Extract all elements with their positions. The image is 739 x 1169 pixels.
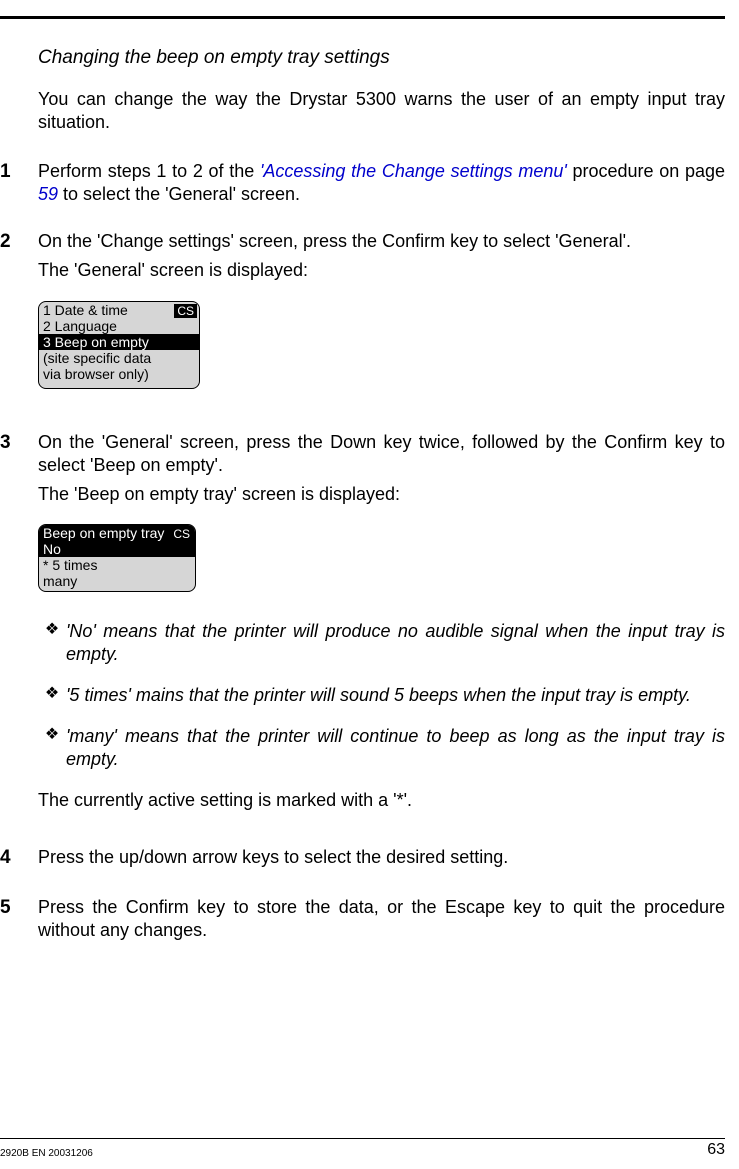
step-1-text-mid: procedure on page <box>567 161 725 181</box>
step-2-text: On the 'Change settings' screen, press t… <box>38 230 725 253</box>
lcd-row: 2 Language <box>39 318 199 334</box>
lcd-row: many <box>39 573 195 589</box>
bullet-item: ❖ '5 times' mains that the printer will … <box>38 684 725 707</box>
step-number: 1 <box>0 160 38 206</box>
section-title: Changing the beep on empty tray settings <box>38 46 725 70</box>
step-body: Press the up/down arrow keys to select t… <box>38 846 725 870</box>
page-number: 63 <box>707 1141 725 1159</box>
lcd-row-selected: 3 Beep on empty <box>39 334 199 350</box>
step-5: 5 Press the Confirm key to store the dat… <box>38 896 725 942</box>
step-body: Perform steps 1 to 2 of the 'Accessing t… <box>38 160 725 206</box>
content-area: Changing the beep on empty tray settings… <box>0 40 725 952</box>
step-1: 1 Perform steps 1 to 2 of the 'Accessing… <box>38 160 725 206</box>
step-body: Press the Confirm key to store the data,… <box>38 896 725 942</box>
step-1-text-pre: Perform steps 1 to 2 of the <box>38 161 260 181</box>
bullet-text: '5 times' mains that the printer will so… <box>66 684 725 707</box>
lcd-badge: CS <box>174 304 197 318</box>
lcd-row-selected: No <box>39 541 195 557</box>
step-3-text: On the 'General' screen, press the Down … <box>38 431 725 477</box>
footer-doc-id: 2920B EN 20031206 <box>0 1148 93 1159</box>
step-3: 3 On the 'General' screen, press the Dow… <box>38 431 725 836</box>
bullet-icon: ❖ <box>38 684 66 707</box>
step-number: 2 <box>0 230 38 410</box>
lcd-row: (site specific data <box>39 350 199 366</box>
bullet-icon: ❖ <box>38 725 66 771</box>
top-rule <box>0 16 725 19</box>
bullet-item: ❖ 'many' means that the printer will con… <box>38 725 725 771</box>
bullet-icon: ❖ <box>38 620 66 666</box>
bullet-text: 'No' means that the printer will produce… <box>66 620 725 666</box>
page: Changing the beep on empty tray settings… <box>0 0 739 1169</box>
bullet-item: ❖ 'No' means that the printer will produ… <box>38 620 725 666</box>
step-4: 4 Press the up/down arrow keys to select… <box>38 846 725 870</box>
step-number: 5 <box>0 896 38 942</box>
step-1-text-post: to select the 'General' screen. <box>58 184 300 204</box>
lcd-row: * 5 times <box>39 557 195 573</box>
bullet-text: 'many' means that the printer will conti… <box>66 725 725 771</box>
step-number: 3 <box>0 431 38 836</box>
step-number: 4 <box>0 846 38 870</box>
footer-rule <box>0 1138 725 1139</box>
step-3-after: The 'Beep on empty tray' screen is displ… <box>38 483 725 506</box>
step-body: On the 'Change settings' screen, press t… <box>38 230 725 410</box>
cross-ref-link[interactable]: 'Accessing the Change settings menu' <box>260 161 567 181</box>
page-ref-link[interactable]: 59 <box>38 184 58 204</box>
active-setting-note: The currently active setting is marked w… <box>38 789 725 812</box>
lcd-general-screen: CS 1 Date & time 2 Language 3 Beep on em… <box>38 301 200 389</box>
intro-paragraph: You can change the way the Drystar 5300 … <box>38 88 725 134</box>
step-2-after: The 'General' screen is displayed: <box>38 259 725 282</box>
lcd-row: via browser only) <box>39 366 199 382</box>
lcd-badge: CS <box>170 527 193 541</box>
step-2: 2 On the 'Change settings' screen, press… <box>38 230 725 410</box>
lcd-beep-screen: CS Beep on empty tray No * 5 times many <box>38 524 196 592</box>
step-body: On the 'General' screen, press the Down … <box>38 431 725 836</box>
bullet-list: ❖ 'No' means that the printer will produ… <box>38 620 725 771</box>
